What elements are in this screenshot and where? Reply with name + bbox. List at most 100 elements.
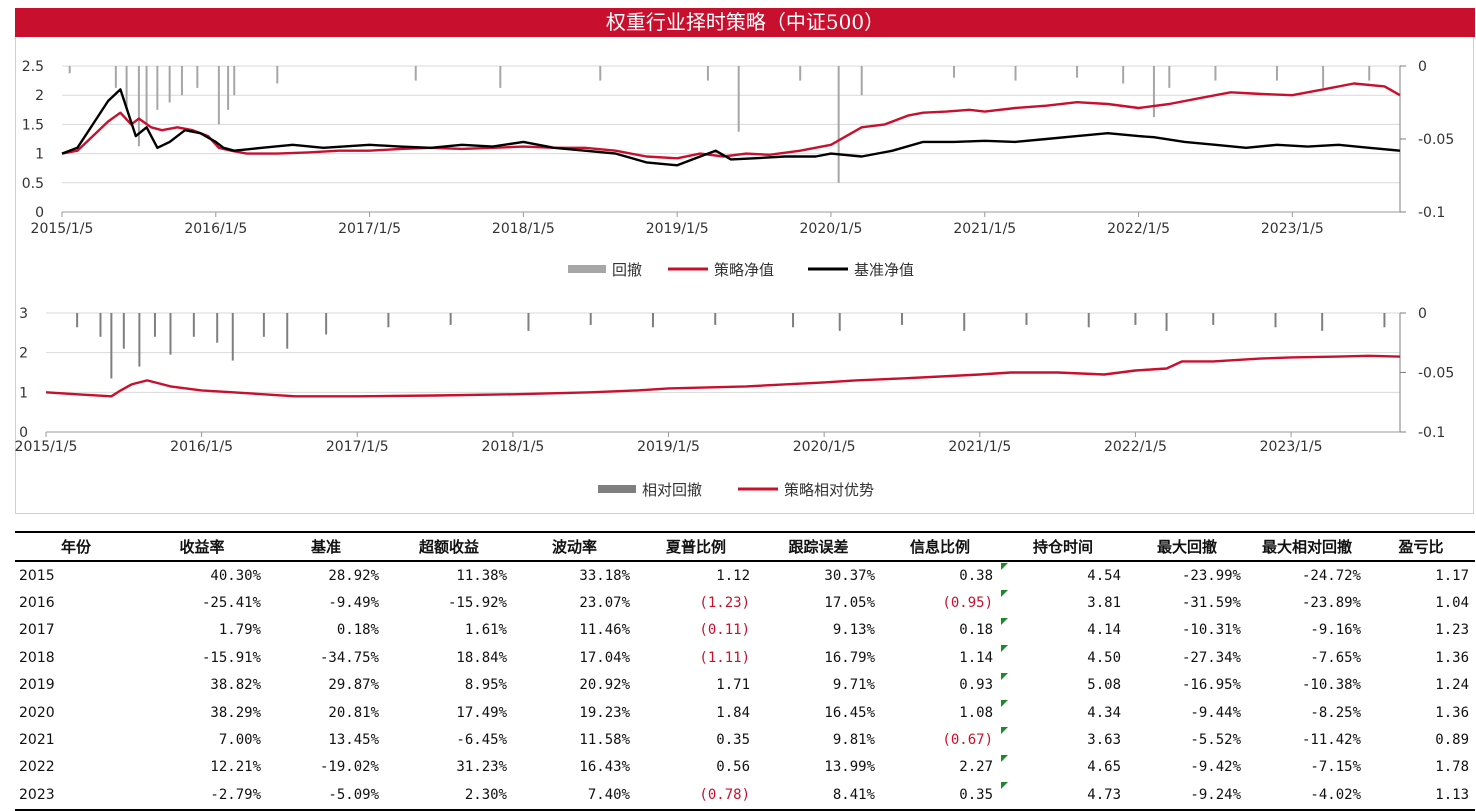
table-cell: 7.40% <box>513 781 636 811</box>
table-cell: 16.43% <box>579 759 630 776</box>
table-cell: 9.13% <box>832 622 875 639</box>
table-row: 2015 40.30% 28.92% 11.38% 33.18% 1.12 30.37% 0.… <box>15 561 1475 589</box>
year-cell: 2015 <box>19 567 55 584</box>
legend-swatch <box>568 265 606 273</box>
strategy-series-line <box>61 82 1401 160</box>
x-tick-label: 2016/1/5 <box>184 221 247 237</box>
y-right-tick-label: -0.05 <box>1418 132 1454 148</box>
table-cell: 11.38% <box>456 567 507 584</box>
table-cell: -7.15% <box>1310 759 1361 776</box>
table-cell: 1.24 <box>1435 677 1469 694</box>
table-cell: -9.42% <box>1190 759 1241 776</box>
x-tick-label: 2023/1/5 <box>1260 439 1323 455</box>
year-cell: 2022 <box>19 759 55 776</box>
year-cell: 2020 <box>19 704 55 721</box>
table-cell: 4.14 <box>999 617 1127 644</box>
table-header-cell: 夏普比例 <box>636 531 756 562</box>
legend-label: 回撤 <box>612 261 642 279</box>
table-header-cell: 最大相对回撤 <box>1247 531 1367 562</box>
table-cell: 4.54 <box>999 561 1127 589</box>
table-cell: 12.21% <box>210 759 261 776</box>
table-cell: -25.41% <box>201 595 261 612</box>
table-header-row: 年份 收益率 基准 超额收益 波动率 夏普比例 跟踪误差 信息比例 持仓时间 最大回撤 最大相对回撤… <box>15 531 1475 562</box>
table-cell: 40.30% <box>210 567 261 584</box>
table-row: 2016 -25.41% -9.49% -15.92% 23.07% (1.23) 17.0… <box>15 589 1475 616</box>
x-tick-label: 2015/1/5 <box>15 439 78 455</box>
table-cell: 11.46% <box>579 622 630 639</box>
y-left-tick-label: 2.5 <box>22 59 44 75</box>
y-left-tick-label: 2 <box>35 88 44 104</box>
table-cell: 4.73 <box>999 781 1127 811</box>
strategy-series-line <box>45 354 1401 398</box>
legend-label: 策略相对优势 <box>784 481 874 499</box>
y-right-tick-label: -0.05 <box>1418 366 1454 382</box>
year-cell: 2019 <box>19 677 55 694</box>
table-cell: -15.91% <box>201 649 261 666</box>
legend-label: 基准净值 <box>854 261 914 279</box>
table-header-cell: 波动率 <box>513 531 636 562</box>
table-cell: -5.09% <box>267 781 385 811</box>
table-cell: 2.30% <box>385 781 513 811</box>
table-cell: 3.63 <box>999 726 1127 753</box>
table-cell: 8.95% <box>464 677 507 694</box>
chart-relative-advantage: 0 1 2 3 0 -0.05 -0.1 2015/1/5 2016/1/5 2017/1/5 20… <box>15 306 1455 499</box>
x-tick-label: 2020/1/5 <box>800 221 863 237</box>
table-cell: 1.13 <box>1367 781 1475 811</box>
table-cell: -11.42% <box>1301 732 1361 749</box>
x-tick-label: 2017/1/5 <box>338 221 401 237</box>
x-tick-label: 2016/1/5 <box>170 439 233 455</box>
benchmark-series-line <box>61 88 1401 167</box>
table-cell: 2.27 <box>959 759 993 776</box>
x-tick-label: 2023/1/5 <box>1261 221 1324 237</box>
x-tick-label: 2020/1/5 <box>793 439 856 455</box>
table-header-cell: 超额收益 <box>385 531 513 562</box>
table-row: 2023 -2.79% -5.09% 2.30% 7.40% (0.78) 8.41% 0.3… <box>15 781 1475 811</box>
table-cell: 13.45% <box>328 732 379 749</box>
table-cell: -9.24% <box>1127 781 1247 811</box>
table-cell: 8.41% <box>756 781 881 811</box>
table-cell: -23.89% <box>1301 595 1361 612</box>
table-cell: 23.07% <box>579 595 630 612</box>
table-cell: -9.16% <box>1310 622 1361 639</box>
table-cell: -5.52% <box>1190 732 1241 749</box>
table-cell: 7.00% <box>218 732 261 749</box>
table-row: 2021 7.00% 13.45% -6.45% 11.58% 0.35 9.81% (0.6… <box>15 726 1475 753</box>
table-cell: 19.23% <box>579 704 630 721</box>
year-cell: 2017 <box>19 622 55 639</box>
table-cell: 0.89 <box>1435 732 1469 749</box>
table-cell: 30.37% <box>824 567 875 584</box>
y-left-tick-label: 0.5 <box>22 176 44 192</box>
x-tick-label: 2017/1/5 <box>326 439 389 455</box>
table-cell: 16.79% <box>824 649 875 666</box>
chart-net-value: 0 0.5 1 1.5 2 2.5 0 -0.05 -0.1 2015/1/5 2016/1/5 20… <box>22 59 1455 279</box>
table-cell: 9.81% <box>832 732 875 749</box>
table-cell: -9.49% <box>328 595 379 612</box>
table-cell: 0.35 <box>716 732 750 749</box>
x-tick-label: 2019/1/5 <box>646 221 709 237</box>
x-tick-label: 2021/1/5 <box>953 221 1016 237</box>
table-cell: 20.92% <box>579 677 630 694</box>
table-cell: 0.38 <box>959 567 993 584</box>
legend-label: 相对回撤 <box>642 481 702 499</box>
table-header-cell: 最大回撤 <box>1127 531 1247 562</box>
y-right-tick-label: 0 <box>1418 59 1427 75</box>
legend-label: 策略净值 <box>714 261 774 279</box>
table-header-cell: 盈亏比 <box>1367 531 1475 562</box>
table-cell: 1.84 <box>716 704 750 721</box>
table-row: 2020 38.29% 20.81% 17.49% 19.23% 1.84 16.45% 1.… <box>15 699 1475 726</box>
table-cell: 4.50 <box>999 644 1127 671</box>
table-cell: -7.65% <box>1310 649 1361 666</box>
table-cell: 1.36 <box>1435 649 1469 666</box>
table-cell: 1.14 <box>959 649 993 666</box>
stats-table: 年份 收益率 基准 超额收益 波动率 夏普比例 跟踪误差 信息比例 持仓时间 最大回撤 最大相对回撤… <box>15 531 1475 811</box>
year-cell: 2018 <box>19 649 55 666</box>
table-cell: 17.05% <box>824 595 875 612</box>
table-header-cell: 持仓时间 <box>999 531 1127 562</box>
y-right-tick-label: 0 <box>1418 306 1427 322</box>
table-cell: -2.79% <box>137 781 267 811</box>
table-header-cell: 收益率 <box>137 531 267 562</box>
table-row: 2018 -15.91% -34.75% 18.84% 17.04% (1.11) 16.7… <box>15 644 1475 671</box>
table-cell: 4.34 <box>999 699 1127 726</box>
table-cell: 0.56 <box>716 759 750 776</box>
